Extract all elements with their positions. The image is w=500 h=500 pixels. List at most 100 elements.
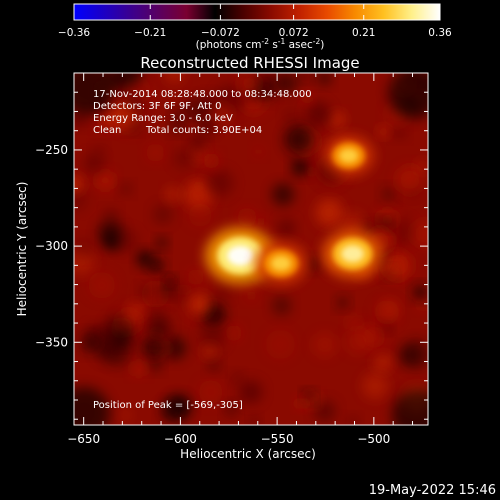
mottle-blob <box>119 409 132 422</box>
mottle-blob <box>374 300 400 325</box>
mottle-blob <box>361 372 389 399</box>
chart-title: Reconstructed RHESSI Image <box>140 54 359 72</box>
info-panel: 17-Nov-2014 08:28:48.000 to 08:34:48.000… <box>93 89 312 411</box>
flare-source <box>254 241 308 285</box>
mottle-blob <box>230 371 244 384</box>
colorbar-tick-label: 0.21 <box>352 27 375 39</box>
mottle-blob <box>183 180 214 210</box>
mottle-blob <box>128 302 145 319</box>
mottle-blob <box>182 98 207 122</box>
flare-sources <box>205 135 383 285</box>
mottle-blob <box>211 102 234 125</box>
info-time: 17-Nov-2014 08:28:48.000 to 08:34:48.000 <box>93 89 312 100</box>
source-core <box>339 148 359 163</box>
mottle-blob <box>329 111 345 128</box>
x-tick-label: −550 <box>261 432 294 446</box>
mottle-blob <box>224 402 239 417</box>
source-core <box>227 245 254 266</box>
mottle-blob <box>300 73 311 81</box>
mottle-blob <box>291 158 309 176</box>
mottle-corner <box>388 73 428 119</box>
x-axis-label: Heliocentric X (arcsec) <box>180 447 316 461</box>
mottle-blob <box>206 169 234 197</box>
mottle-blob <box>271 295 292 316</box>
mottle-blob <box>187 268 205 286</box>
mottle-blob <box>410 219 428 248</box>
mottle-blob <box>401 339 428 369</box>
mottle-blob <box>416 160 428 172</box>
mottle-blob <box>302 94 313 105</box>
mottle-blob <box>277 218 296 237</box>
mottle-blob <box>306 393 321 407</box>
mottle-blob <box>115 229 139 253</box>
mottle-blob <box>252 145 265 158</box>
info-energy: Energy Range: 3.0 - 6.0 keV <box>93 113 233 124</box>
mottle-blob <box>387 217 415 246</box>
y-tick-label: −350 <box>35 335 68 349</box>
mottle-blob <box>74 176 83 193</box>
mottle-blob <box>114 329 132 347</box>
mottle-blob <box>396 166 424 194</box>
colorbar-tick-label: 0.072 <box>279 27 309 39</box>
colorbar: −0.36 −0.21 −0.072 0.072 0.21 0.36 (photons c… <box>58 3 452 51</box>
mottle-corner <box>74 387 110 425</box>
mottle-blob <box>207 358 221 373</box>
y-tick-label: −250 <box>35 143 68 157</box>
timestamp: 19-May-2022 15:46 <box>369 483 496 498</box>
colorbar-gradient <box>74 4 440 20</box>
mottle-blob <box>170 121 184 135</box>
mottle-blob <box>316 73 332 86</box>
x-tick-label: −650 <box>67 432 100 446</box>
mottle-corner <box>392 389 428 425</box>
info-counts: Total counts: 3.90E+04 <box>145 125 262 136</box>
mottle-blob <box>378 126 389 137</box>
mottle-blob <box>346 415 359 425</box>
mottle-blob <box>188 293 211 316</box>
mottle-blob <box>238 73 260 94</box>
mottle-blob <box>130 360 147 377</box>
mottle-blob <box>344 328 371 355</box>
mottle-blob <box>173 148 194 169</box>
mottle-blob <box>103 208 119 223</box>
mottle-blob <box>117 106 144 134</box>
mottle-blob <box>80 332 101 353</box>
mottle-blob <box>92 144 106 158</box>
mottle-blob <box>189 312 200 324</box>
mottle-blob <box>203 152 220 169</box>
mottle-blob <box>119 182 133 195</box>
mottle-blob <box>158 284 172 298</box>
plot-frame <box>73 72 429 426</box>
mottle-blob <box>74 188 88 211</box>
mottle-blob <box>152 204 173 225</box>
mottle-blob <box>313 400 337 423</box>
mottle-blob <box>136 250 153 267</box>
mottle-blob <box>336 296 350 310</box>
mottle-blob <box>203 344 217 359</box>
mottle-blob <box>271 183 295 206</box>
mottle-blob <box>163 336 187 360</box>
mottle-blob <box>225 324 243 342</box>
mottle-blob <box>244 289 258 303</box>
mottle-blob <box>306 257 321 272</box>
mottle-blob <box>345 314 362 330</box>
mottle-blob <box>418 298 428 312</box>
mottle-blob <box>306 101 331 127</box>
mottle-blob <box>282 107 298 123</box>
colorbar-tick-label: −0.21 <box>134 27 166 39</box>
colorbar-tick-label: −0.072 <box>201 27 240 39</box>
x-tick-label: −500 <box>357 432 390 446</box>
y-axis-label: Heliocentric Y (arcsec) <box>15 182 29 317</box>
info-peak: Position of Peak = [-569,-305] <box>93 400 243 411</box>
colorbar-unit-label: (photons cm-2 s-1 asec-2) <box>196 37 325 51</box>
mottle-blob <box>160 401 180 421</box>
mottle-blob <box>146 143 165 162</box>
mottle-blob <box>164 73 184 83</box>
mottle-blob <box>374 354 392 372</box>
mottle-blob <box>215 284 231 300</box>
mottle-blob <box>189 133 207 151</box>
mottle-blob <box>412 284 428 300</box>
mottle-blob <box>148 358 163 373</box>
mottle-blob <box>379 218 391 231</box>
axis-ticks: −650 −600 −550 −500 −250 −300 −350 <box>35 72 428 446</box>
mottle-blob <box>141 335 166 360</box>
